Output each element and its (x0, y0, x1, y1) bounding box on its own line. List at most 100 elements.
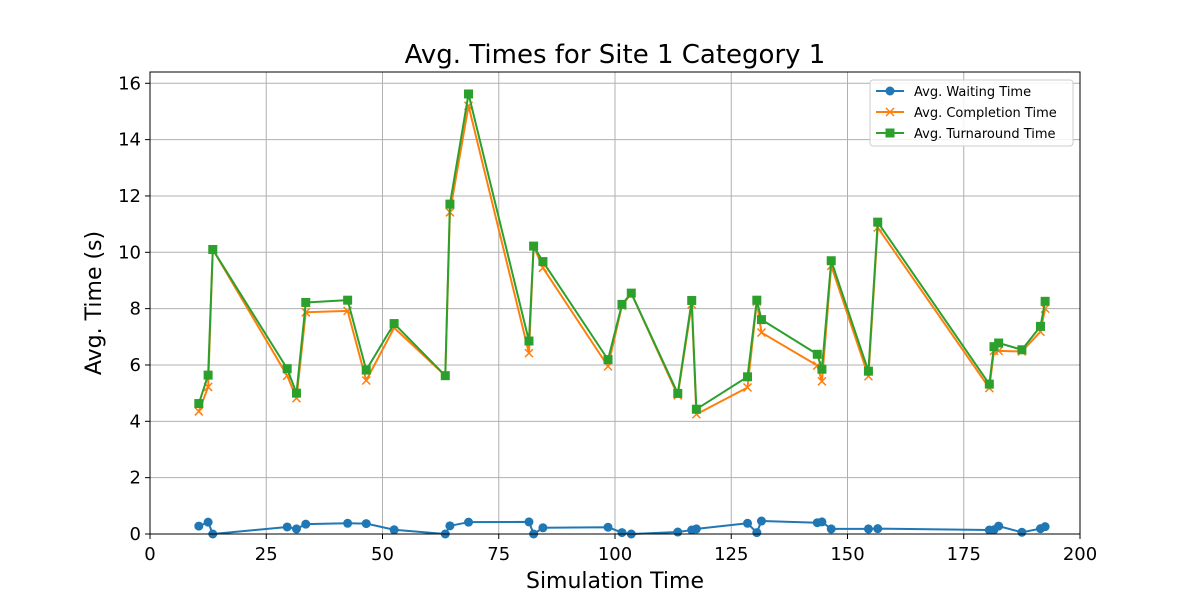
x-tick-label: 200 (1063, 544, 1097, 565)
data-point (291, 524, 301, 534)
data-point (812, 349, 822, 359)
data-point (826, 524, 836, 534)
data-point (626, 288, 636, 298)
legend-label: Avg. Turnaround Time (914, 127, 1056, 142)
data-point (464, 89, 474, 99)
legend-marker (885, 86, 895, 96)
data-point (203, 517, 213, 527)
data-point (691, 404, 701, 414)
data-point (538, 257, 548, 267)
data-point (863, 366, 873, 376)
series-2 (194, 89, 1050, 414)
x-tick-label: 50 (371, 544, 394, 565)
data-point (389, 319, 399, 329)
x-tick-label: 0 (144, 544, 155, 565)
data-point (691, 524, 701, 534)
legend: Avg. Waiting Time Avg. Completion Time Avg… (869, 79, 1074, 147)
x-tick-label: 125 (714, 544, 748, 565)
data-point (603, 355, 613, 365)
data-point (752, 528, 762, 538)
data-point (203, 370, 213, 380)
legend-label: Avg. Waiting Time (914, 85, 1031, 100)
legend-box (869, 79, 1074, 147)
data-point (817, 364, 827, 374)
data-point (194, 406, 204, 416)
data-point (361, 365, 371, 375)
legend-item: Avg. Waiting Time (876, 85, 1031, 100)
data-point (361, 375, 371, 385)
x-tick-label: 25 (255, 544, 278, 565)
ticks: 0 25 50 75 100 125 150 175 200 0 2 4 6 8 10 12 14 16 (118, 73, 1097, 565)
data-point (538, 523, 548, 533)
data-point (989, 342, 999, 352)
data-point (673, 388, 683, 398)
data-point (389, 525, 399, 535)
data-point (301, 519, 311, 529)
data-point (194, 521, 204, 531)
data-point (1017, 527, 1027, 537)
x-tick-label: 75 (487, 544, 510, 565)
data-point (863, 524, 873, 534)
data-point (817, 517, 827, 527)
data-point (743, 372, 753, 382)
data-point (743, 518, 753, 528)
legend-item: Avg. Turnaround Time (876, 127, 1056, 142)
data-point (752, 295, 762, 305)
data-point (673, 527, 683, 537)
data-point (994, 521, 1004, 531)
data-point (208, 244, 218, 254)
y-tick-label: 16 (118, 73, 141, 94)
data-point (742, 382, 753, 393)
data-point (1035, 321, 1045, 331)
data-point (817, 376, 827, 386)
data-point (440, 371, 450, 381)
data-point (617, 528, 627, 538)
x-tick-label: 100 (598, 544, 632, 565)
y-tick-label: 0 (130, 524, 141, 545)
y-tick-label: 4 (130, 411, 141, 432)
data-point (282, 364, 292, 374)
data-point (984, 379, 994, 389)
y-tick-label: 6 (130, 355, 141, 376)
data-point (194, 399, 204, 409)
data-point (617, 299, 627, 309)
data-point (687, 295, 697, 305)
data-point (756, 516, 766, 526)
legend-marker (885, 107, 895, 117)
data-point (445, 199, 455, 209)
y-tick-label: 8 (130, 299, 141, 320)
data-point (994, 338, 1004, 348)
legend-label: Avg. Completion Time (914, 106, 1057, 121)
data-point (445, 521, 455, 531)
data-point (756, 315, 766, 325)
legend-item: Avg. Completion Time (876, 106, 1057, 121)
y-tick-label: 2 (130, 468, 141, 489)
x-axis-label: Simulation Time (526, 569, 704, 594)
legend-marker (885, 128, 895, 138)
data-point (464, 517, 474, 527)
y-tick-label: 12 (118, 186, 141, 207)
data-point (291, 388, 301, 398)
x-tick-label: 150 (830, 544, 864, 565)
data-point (524, 517, 534, 527)
data-point (343, 295, 353, 305)
x-tick-label: 175 (947, 544, 981, 565)
data-point (361, 519, 371, 529)
data-point (301, 297, 311, 307)
data-point (873, 524, 883, 534)
data-point (1017, 345, 1027, 355)
data-point (529, 241, 539, 251)
data-point (282, 522, 292, 532)
data-point (524, 336, 534, 346)
data-point (343, 518, 353, 528)
data-point (1040, 522, 1050, 532)
data-point (524, 348, 534, 358)
data-point (873, 217, 883, 227)
y-axis-label: Avg. Time (s) (82, 231, 107, 375)
data-point (756, 328, 767, 338)
y-tick-label: 10 (118, 242, 141, 263)
y-tick-label: 14 (118, 130, 141, 151)
data-point (603, 522, 613, 532)
chart-title: Avg. Times for Site 1 Category 1 (405, 40, 826, 70)
